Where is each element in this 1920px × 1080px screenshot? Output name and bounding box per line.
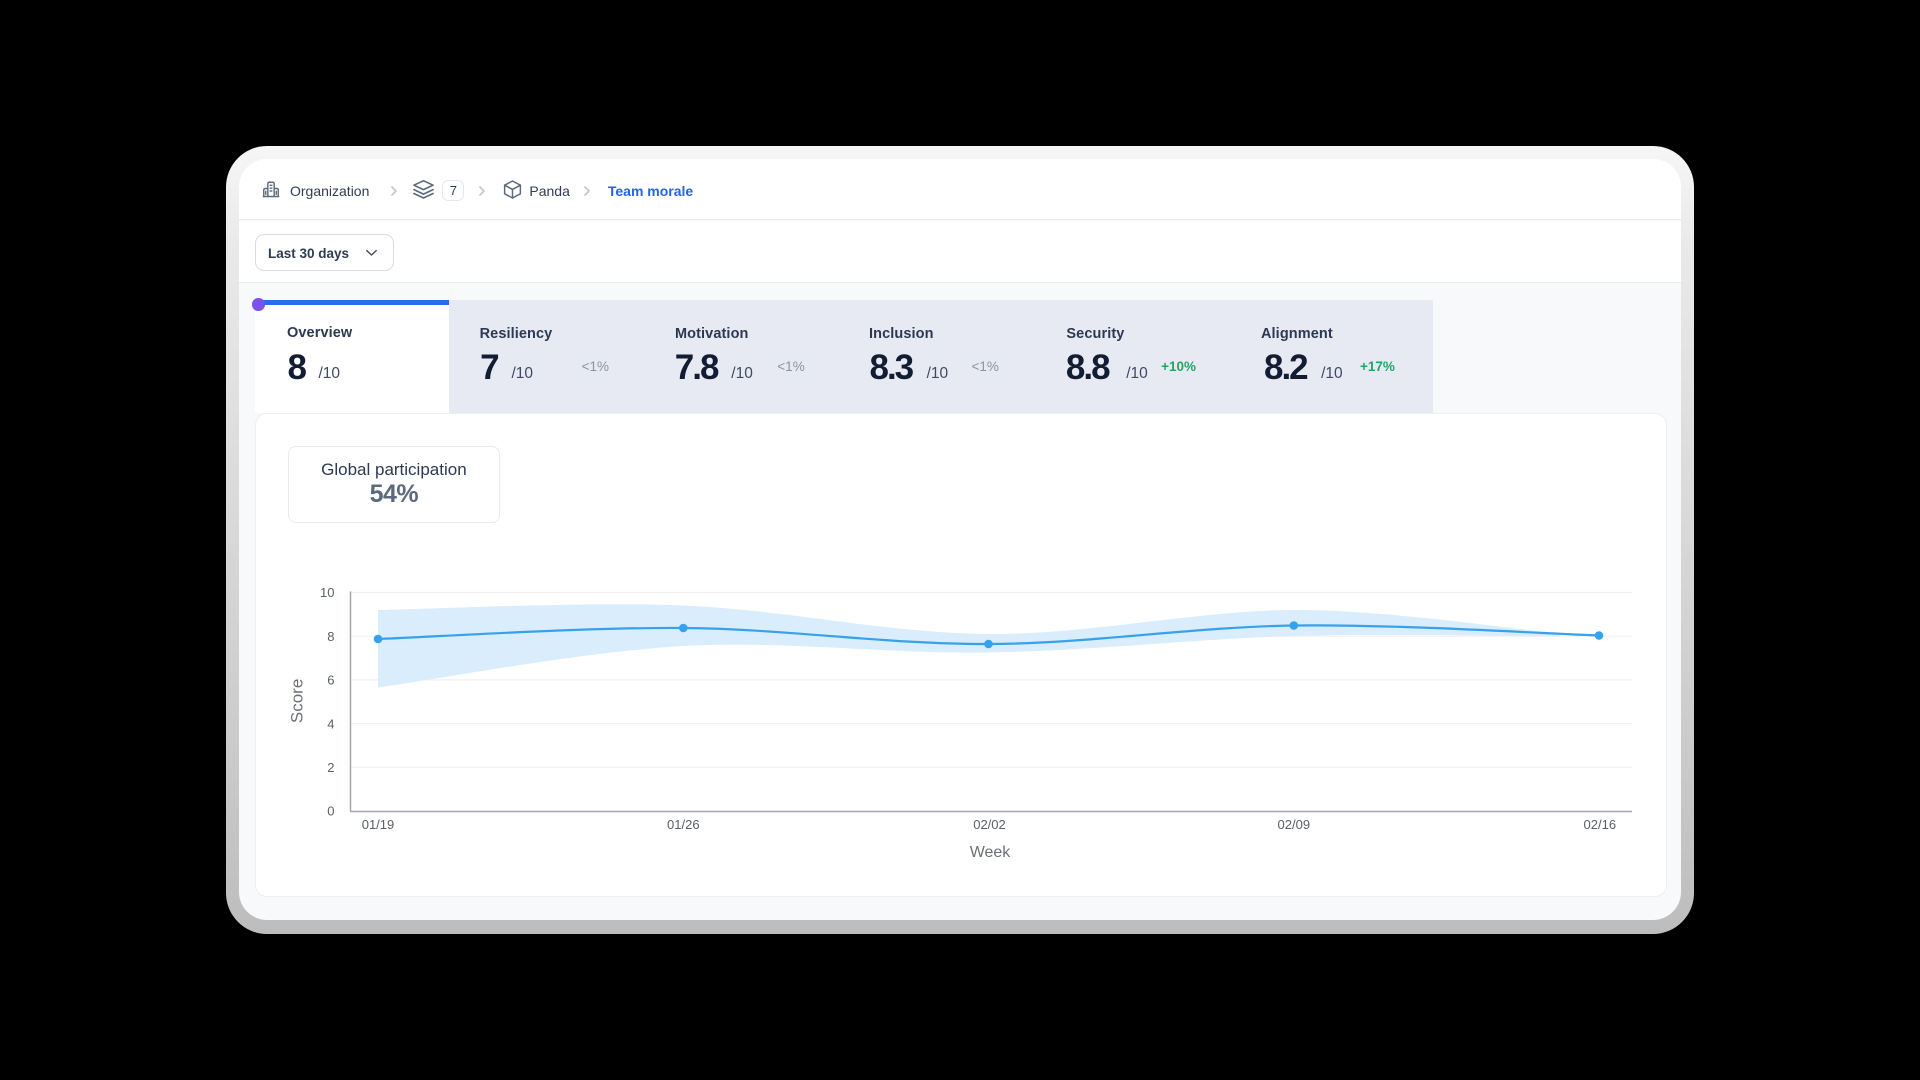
svg-text:0: 0	[327, 804, 334, 819]
svg-text:8: 8	[327, 629, 334, 644]
svg-text:10: 10	[320, 585, 334, 600]
svg-text:01/19: 01/19	[362, 817, 395, 832]
svg-text:4: 4	[327, 716, 334, 731]
svg-text:6: 6	[327, 673, 334, 688]
svg-text:2: 2	[327, 760, 334, 775]
svg-text:01/26: 01/26	[667, 817, 700, 832]
svg-text:Score: Score	[287, 679, 306, 723]
svg-text:02/02: 02/02	[973, 817, 1006, 832]
svg-text:Week: Week	[970, 844, 1012, 861]
svg-text:02/09: 02/09	[1278, 817, 1311, 832]
svg-text:02/16: 02/16	[1584, 817, 1617, 832]
